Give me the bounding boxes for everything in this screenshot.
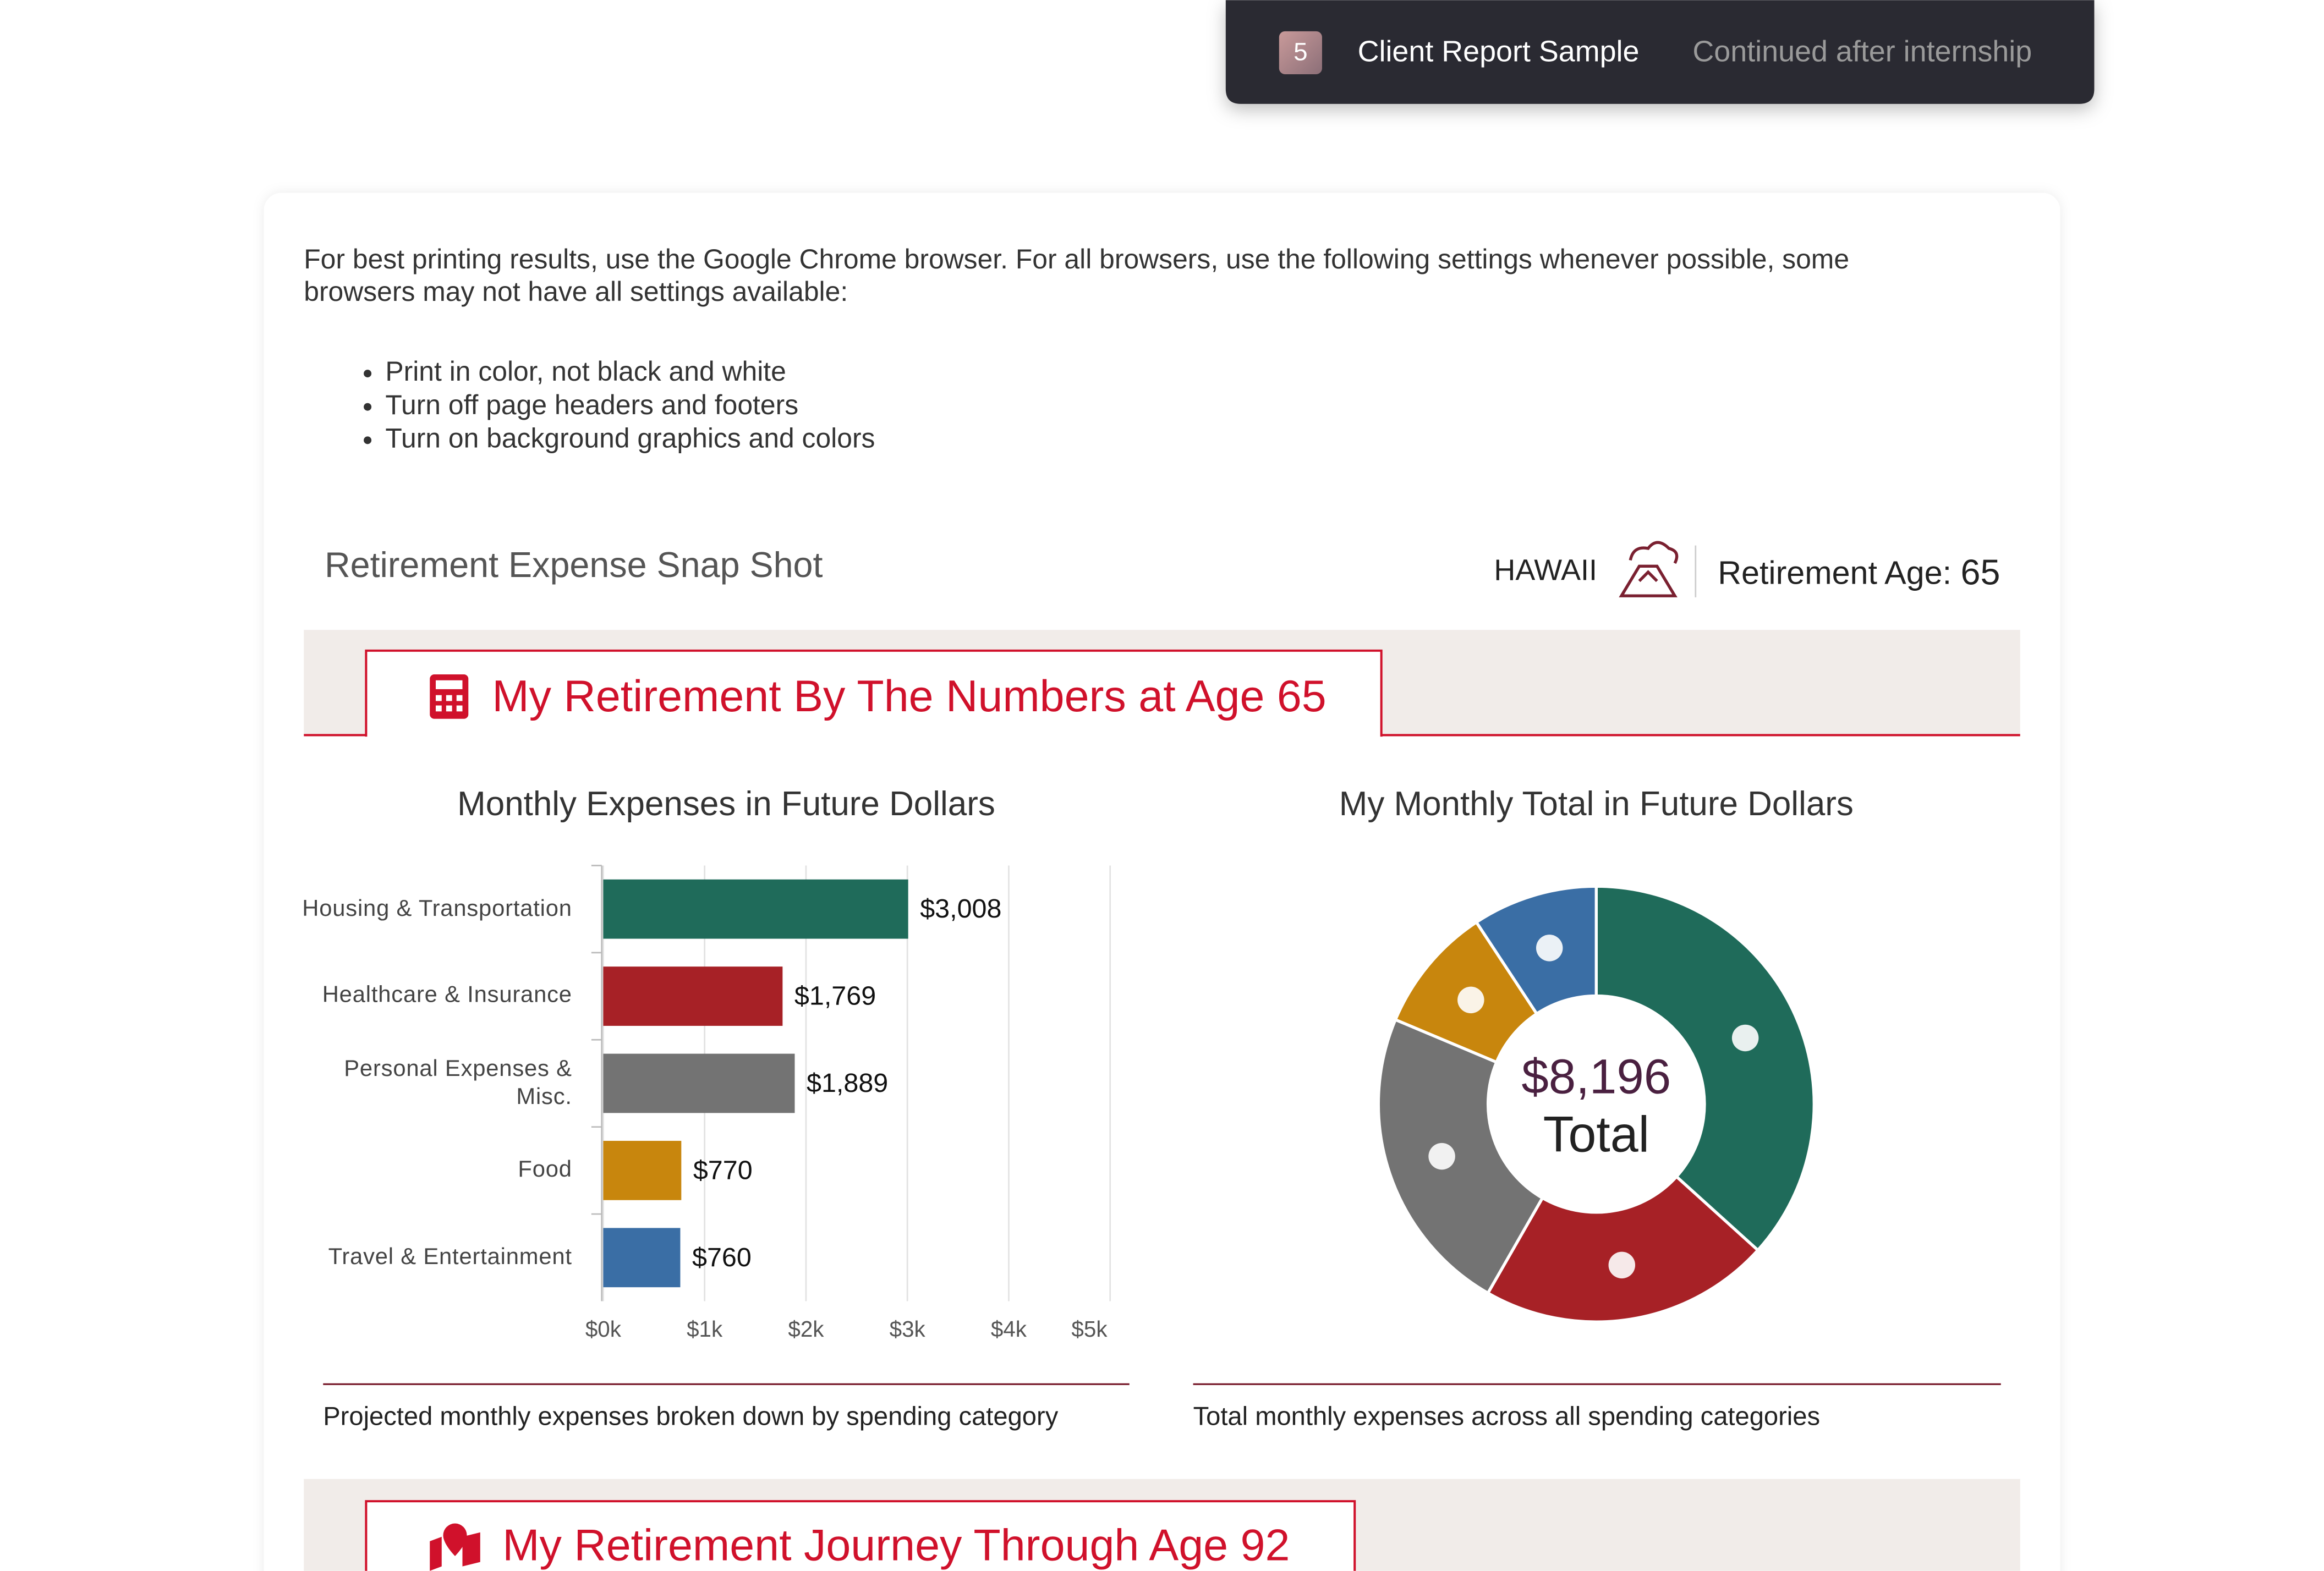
value-label: $760 bbox=[692, 1243, 752, 1272]
volcano-icon bbox=[1619, 541, 1679, 597]
bullet-text: Turn off page headers and footers bbox=[385, 389, 798, 420]
bar bbox=[603, 879, 908, 939]
tab-subtitle: Continued after internship bbox=[1692, 35, 2032, 68]
age-label: Retirement Age: 65 bbox=[1718, 552, 2000, 592]
category-box: Personal Expenses & Misc. bbox=[344, 1056, 572, 1110]
total-value: $8,196 bbox=[1521, 1050, 1671, 1104]
tab-number: 5 bbox=[1293, 37, 1307, 65]
chart-title: My Monthly Total in Future Dollars bbox=[1339, 785, 1854, 823]
donut-slice bbox=[1377, 1018, 1545, 1295]
y-tick-label: Personal Expenses & Misc. bbox=[344, 1056, 572, 1110]
category-box: Food bbox=[518, 1157, 572, 1183]
caption: Total monthly expenses across all spendi… bbox=[1193, 1402, 1820, 1431]
state: HAWAII bbox=[1494, 553, 1597, 586]
x-tick-label: $4k bbox=[991, 1316, 1027, 1342]
bullet-text: Turn on background graphics and colors bbox=[385, 422, 875, 453]
x-tick-label: $2k bbox=[788, 1316, 824, 1342]
x-tick-label: $1k bbox=[687, 1316, 723, 1342]
age-label-text: Retirement Age: bbox=[1718, 554, 1952, 591]
value-label: $1,769 bbox=[794, 981, 876, 1011]
category-box: Housing & Transportation bbox=[302, 896, 572, 921]
tab-bar[interactable] bbox=[1225, 0, 2095, 104]
bullet-dot bbox=[364, 436, 372, 444]
category-box: Travel & Entertainment bbox=[328, 1244, 572, 1270]
snapshot-title: Retirement Expense Snap Shot bbox=[325, 545, 823, 585]
x-tick-label: $5k bbox=[1071, 1316, 1108, 1342]
category-box: Healthcare & Insurance bbox=[322, 983, 572, 1009]
section-title: My Retirement By The Numbers at Age 65 bbox=[492, 672, 1326, 721]
y-tick-label: Healthcare & Insurance bbox=[322, 983, 572, 1009]
bullet-dot bbox=[364, 370, 372, 378]
donut-slice bbox=[1594, 885, 1816, 1253]
bullet-list: Print in color, not black and whiteTurn … bbox=[364, 356, 875, 453]
tab-badge bbox=[1279, 31, 1322, 74]
bar bbox=[603, 1053, 795, 1113]
calculator-icon bbox=[430, 674, 469, 719]
chart-title: Monthly Expenses in Future Dollars bbox=[457, 785, 995, 823]
bullet-text: Print in color, not black and white bbox=[385, 356, 786, 387]
value-label: $3,008 bbox=[920, 894, 1001, 924]
bar bbox=[603, 1228, 681, 1288]
bar bbox=[603, 1140, 682, 1200]
y-tick-label: Housing & Transportation bbox=[302, 896, 572, 921]
bar bbox=[603, 966, 783, 1026]
tab-title: Client Report Sample bbox=[1358, 35, 1640, 68]
caption: Projected monthly expenses broken down b… bbox=[323, 1402, 1058, 1431]
section-title: My Retirement Journey Through Age 92 bbox=[502, 1521, 1290, 1570]
total-label: Total bbox=[1543, 1106, 1649, 1162]
slice-icon bbox=[1731, 1024, 1759, 1052]
bullet-dot bbox=[364, 403, 372, 411]
x-tick-label: $0k bbox=[585, 1316, 622, 1342]
map-icon bbox=[430, 1523, 480, 1571]
y-tick-label: Food bbox=[518, 1157, 572, 1183]
slice-icon bbox=[1457, 986, 1484, 1014]
intro: For best printing results, use the Googl… bbox=[304, 243, 1850, 307]
intro-box: For best printing results, use the Googl… bbox=[304, 243, 1850, 307]
slice-icon bbox=[1536, 935, 1563, 962]
slice-icon bbox=[1428, 1142, 1455, 1170]
charts: Monthly Expenses in Future Dollars $0k $1k… bbox=[302, 785, 2001, 1431]
donut-slice bbox=[1486, 1174, 1760, 1323]
section-tab bbox=[365, 1500, 1356, 1571]
value-label: $770 bbox=[693, 1155, 753, 1185]
y-tick-label: Travel & Entertainment bbox=[328, 1244, 572, 1270]
age-value: 65 bbox=[1961, 552, 2000, 592]
value-label: $1,889 bbox=[807, 1068, 888, 1098]
slice-icon bbox=[1608, 1251, 1636, 1279]
section-tab bbox=[365, 649, 1383, 737]
x-tick-label: $3k bbox=[890, 1316, 926, 1342]
